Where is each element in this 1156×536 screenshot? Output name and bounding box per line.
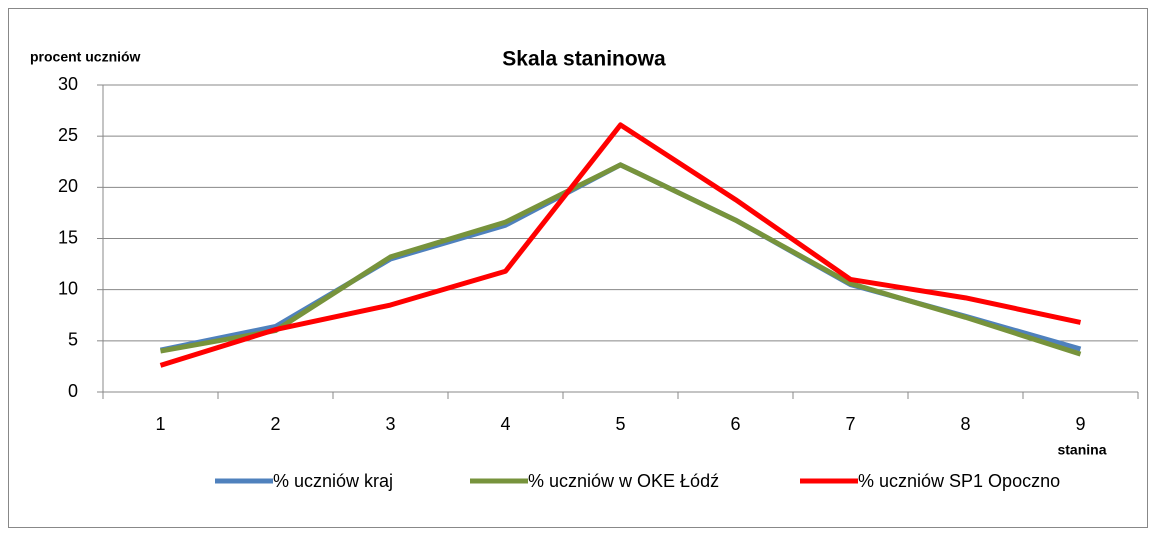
y-tick-label: 5 (68, 330, 78, 350)
x-tick-label: 3 (385, 414, 395, 434)
y-tick-label: 30 (58, 74, 78, 94)
x-tick-label: 2 (270, 414, 280, 434)
series-line (160, 162, 1082, 357)
legend-label: % uczniów kraj (273, 471, 393, 491)
y-tick-label: 0 (68, 381, 78, 401)
x-tick-label: 8 (960, 414, 970, 434)
series-line (159, 122, 1082, 368)
x-tick-label: 9 (1075, 414, 1085, 434)
legend-label: % uczniów w OKE Łódź (528, 471, 719, 491)
x-tick-label: 6 (730, 414, 740, 434)
x-tick-label: 1 (155, 414, 165, 434)
legend-label: % uczniów SP1 Opoczno (858, 471, 1060, 491)
y-tick-label: 20 (58, 176, 78, 196)
x-tick-label: 7 (845, 414, 855, 434)
y-axis-label: procent uczniów (30, 49, 141, 65)
y-tick-label: 25 (58, 125, 78, 145)
x-axis-label: stanina (1057, 442, 1106, 458)
x-tick-label: 5 (615, 414, 625, 434)
chart-frame (8, 8, 1148, 528)
chart-title: Skala staninowa (502, 48, 666, 71)
x-tick-label: 4 (500, 414, 510, 434)
y-tick-label: 10 (58, 278, 78, 298)
y-tick-label: 15 (58, 227, 78, 247)
